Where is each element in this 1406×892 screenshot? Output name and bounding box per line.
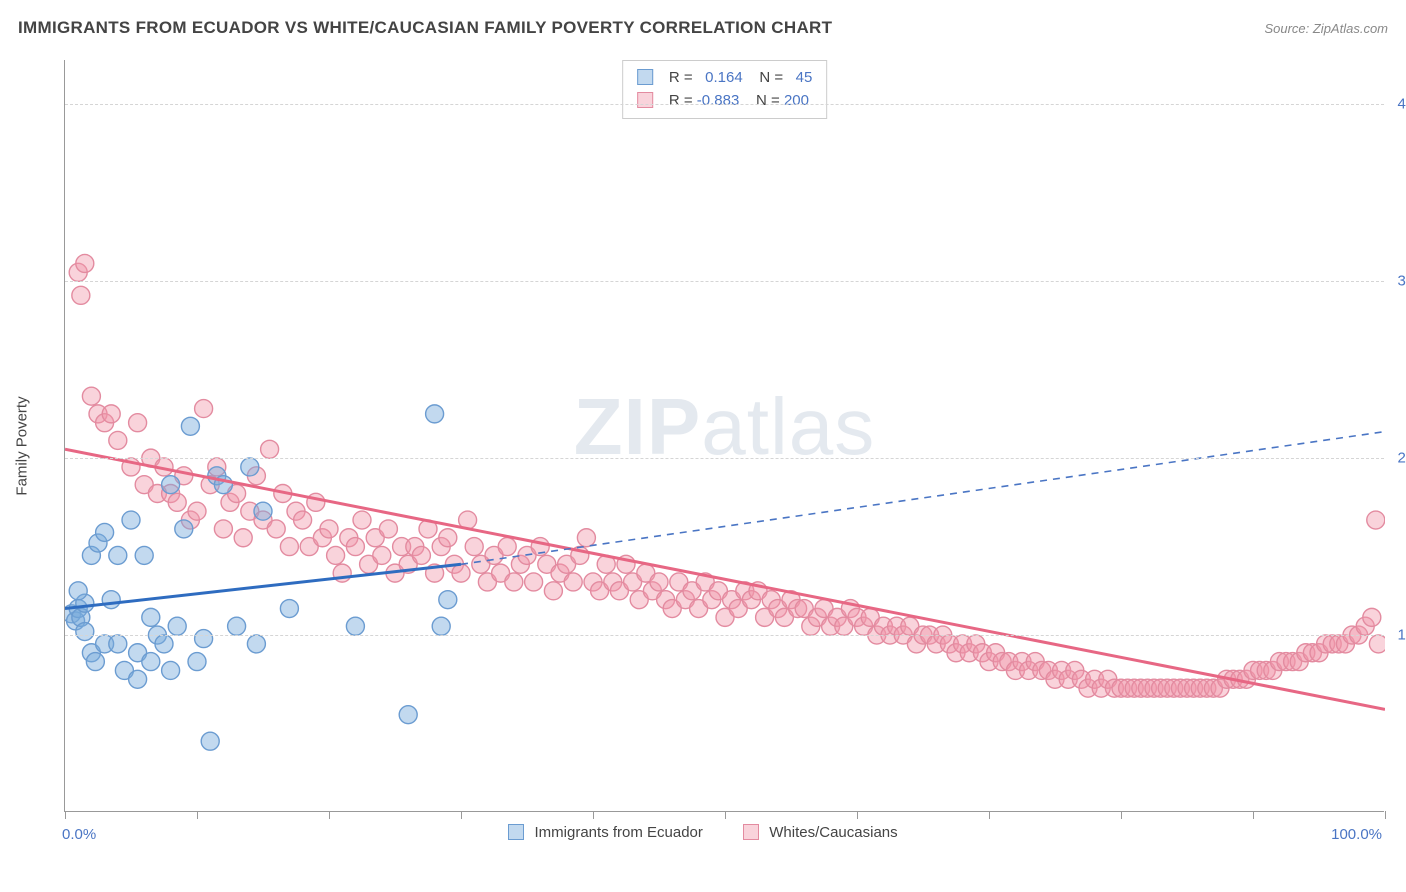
y-tick-label: 20.0%	[1397, 450, 1406, 467]
legend-swatch-blue-bottom	[508, 824, 524, 840]
x-tick	[65, 811, 66, 819]
legend-item-blue: Immigrants from Ecuador	[508, 824, 703, 841]
legend-swatch-pink-bottom	[743, 824, 759, 840]
x-tick	[725, 811, 726, 819]
legend-label-pink: Whites/Caucasians	[769, 824, 897, 841]
r-label-blue: R =	[669, 69, 693, 86]
n-value-blue: 45	[787, 69, 812, 86]
y-tick-label: 40.0%	[1397, 96, 1406, 113]
legend-item-pink: Whites/Caucasians	[743, 824, 898, 841]
n-value-pink: 200	[784, 92, 809, 109]
correlation-legend: R = 0.164 N = 45 R = -0.883 N = 200	[622, 60, 828, 119]
x-tick	[1121, 811, 1122, 819]
gridline-h	[65, 104, 1384, 105]
legend-label-blue: Immigrants from Ecuador	[535, 824, 703, 841]
gridline-h	[65, 635, 1384, 636]
x-tick	[593, 811, 594, 819]
gridline-h	[65, 458, 1384, 459]
y-axis-label: Family Poverty	[14, 396, 31, 495]
r-label-pink: R =	[669, 92, 693, 109]
y-tick-label: 10.0%	[1397, 627, 1406, 644]
chart-area: ZIPatlas R = 0.164 N = 45 R = -0.883 N =…	[64, 60, 1384, 812]
r-value-blue: 0.164	[697, 69, 743, 86]
x-tick	[857, 811, 858, 819]
legend-swatch-pink	[637, 92, 653, 108]
r-value-pink: -0.883	[697, 92, 740, 109]
x-tick	[1385, 811, 1386, 819]
gridline-h	[65, 281, 1384, 282]
n-label-pink: N =	[756, 92, 780, 109]
x-tick	[461, 811, 462, 819]
n-label-blue: N =	[759, 69, 783, 86]
scatter-plot-svg	[65, 60, 1385, 812]
legend-row-blue: R = 0.164 N = 45	[637, 66, 813, 89]
chart-header: IMMIGRANTS FROM ECUADOR VS WHITE/CAUCASI…	[18, 18, 1388, 38]
x-tick	[197, 811, 198, 819]
x-tick	[989, 811, 990, 819]
y-tick-label: 30.0%	[1397, 273, 1406, 290]
chart-title: IMMIGRANTS FROM ECUADOR VS WHITE/CAUCASI…	[18, 18, 832, 38]
x-tick	[329, 811, 330, 819]
series-legend: Immigrants from Ecuador Whites/Caucasian…	[0, 824, 1406, 841]
legend-swatch-blue	[637, 69, 653, 85]
legend-row-pink: R = -0.883 N = 200	[637, 89, 813, 112]
source-label: Source: ZipAtlas.com	[1264, 21, 1388, 36]
x-tick	[1253, 811, 1254, 819]
